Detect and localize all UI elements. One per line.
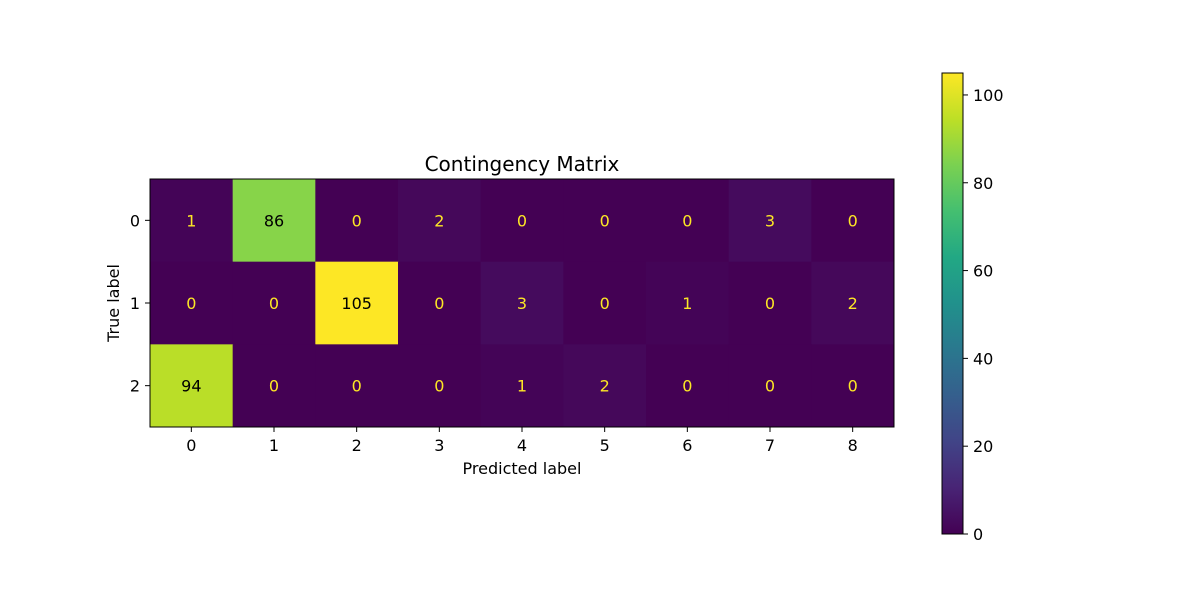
cell-value-label: 0 [765,294,775,313]
x-tick-label: 7 [765,436,775,455]
x-axis-ticks: 0 1 2 3 4 5 6 7 8 [186,427,858,455]
colorbar [941,72,964,535]
heatmap-cell [315,179,399,263]
x-tick-label: 2 [352,436,362,455]
cell-value-label: 0 [434,294,444,313]
x-tick-label: 8 [848,436,858,455]
cell-value-label: 0 [352,377,362,396]
colorbar-tick-label: 100 [973,86,1004,105]
cell-value-label: 0 [600,211,610,230]
heatmap-cell [398,179,482,263]
cell-value-label: 0 [765,377,775,396]
heatmap-cell [232,261,316,345]
heatmap-cell [728,344,812,428]
heatmap-cell [728,179,812,263]
cell-value-label: 0 [269,294,279,313]
heatmap-cell [646,261,730,345]
colorbar-tick-label: 20 [973,437,993,456]
heatmap-cell [150,179,234,263]
heatmap-cell [398,261,482,345]
colorbar-tick-label: 40 [973,349,993,368]
y-axis-label: True label [104,264,123,343]
heatmap-cell [563,261,647,345]
y-tick-label: 1 [130,294,140,313]
cell-value-label: 2 [848,294,858,313]
cell-value-label: 3 [517,294,527,313]
y-tick-label: 2 [130,377,140,396]
cell-value-label: 0 [352,211,362,230]
heatmap-cell [646,179,730,263]
colorbar-tick-label: 60 [973,262,993,281]
cell-value-label: 105 [341,294,372,313]
x-tick-label: 1 [269,436,279,455]
heatmap-cell [398,344,482,428]
cell-value-label: 94 [181,377,201,396]
heatmap-cell [563,179,647,263]
heatmap-cells [150,179,895,428]
heatmap-cell [480,179,564,263]
cell-value-label: 0 [682,211,692,230]
heatmap-cell [646,344,730,428]
heatmap-cell [811,261,895,345]
cell-value-label: 0 [600,294,610,313]
cell-value-label: 2 [434,211,444,230]
cell-value-label: 0 [682,377,692,396]
cell-value-label: 0 [434,377,444,396]
cell-value-label: 3 [765,211,775,230]
y-tick-label: 0 [130,211,140,230]
colorbar-tick-label: 0 [973,525,983,544]
y-axis-ticks: 0 1 2 [130,211,150,396]
colorbar-tick-label: 80 [973,174,993,193]
heatmap-cell [232,344,316,428]
x-tick-label: 4 [517,436,527,455]
cell-value-label: 0 [269,377,279,396]
heatmap-cell [563,344,647,428]
heatmap-cell [315,344,399,428]
cell-value-label: 0 [848,211,858,230]
cell-value-label: 0 [848,377,858,396]
cell-value-label: 1 [682,294,692,313]
heatmap-cell [480,261,564,345]
x-tick-label: 6 [682,436,692,455]
cell-value-label: 0 [517,211,527,230]
x-tick-label: 3 [434,436,444,455]
heatmap-cell [811,344,895,428]
x-tick-label: 0 [186,436,196,455]
cell-value-label: 0 [186,294,196,313]
heatmap-cell [811,179,895,263]
cell-value-label: 1 [186,211,196,230]
cell-value-label: 1 [517,377,527,396]
x-tick-label: 5 [600,436,610,455]
heatmap-cell [232,179,316,263]
colorbar-ticks: 0 20 40 60 80 100 [963,86,1004,544]
cell-value-label: 2 [600,377,610,396]
cell-value-label: 86 [264,211,284,230]
heatmap-cell [150,261,234,345]
heatmap-cell [480,344,564,428]
heatmap-cell [315,261,399,345]
heatmap-cell-labels: 1 86 0 2 0 0 0 3 0 0 0 105 0 3 0 1 0 2 94 0 0 0 1 2 0 0 0 [181,211,858,395]
heatmap-cell [728,261,812,345]
x-axis-label: Predicted label [463,459,582,478]
chart-title: Contingency Matrix [425,152,620,176]
heatmap-cell [150,344,234,428]
